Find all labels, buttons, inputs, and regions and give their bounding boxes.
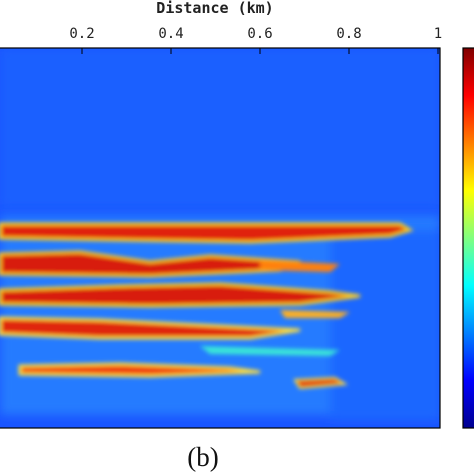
x-tick-label: 0.2 — [69, 26, 94, 42]
x-axis-title: Distance (km) — [156, 0, 273, 17]
heatmap-image — [0, 48, 440, 428]
x-tick-label: 0.6 — [247, 26, 272, 42]
x-tick-label: 0.8 — [336, 26, 361, 42]
caption: (b) — [187, 442, 218, 472]
plot-frame — [0, 47, 441, 429]
x-tick-label: 0.4 — [158, 26, 183, 42]
x-tick-label: 1 — [434, 26, 442, 42]
colorbar — [462, 47, 474, 429]
